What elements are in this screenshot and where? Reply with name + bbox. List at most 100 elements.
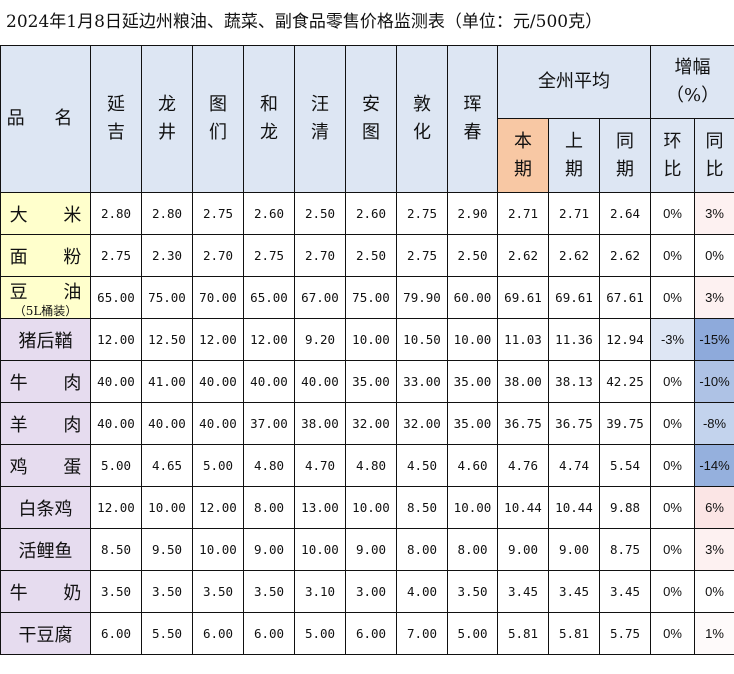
price-cell: 32.00 [345, 402, 397, 445]
price-cell: 4.76 [497, 444, 549, 487]
price-cell: 38.13 [548, 360, 600, 403]
price-cell: 41.00 [141, 360, 193, 403]
price-cell: 38.00 [497, 360, 549, 403]
price-cell: 35.00 [345, 360, 397, 403]
price-cell: 5.00 [447, 612, 498, 655]
price-cell: 2.80 [141, 192, 193, 235]
price-cell: 6.00 [192, 612, 244, 655]
item-unit-note: （5L桶装） [13, 303, 78, 318]
header-avg-lastyear: 同 期 [598, 118, 652, 193]
price-cell: 11.03 [497, 318, 549, 361]
price-cell: 38.00 [294, 402, 346, 445]
header-city: 和 龙 [243, 45, 295, 193]
header-city: 延 吉 [90, 45, 142, 193]
price-cell: 2.71 [497, 192, 549, 235]
price-cell: 13.00 [294, 486, 346, 529]
table-row: 鸡 蛋 5.00 4.65 5.00 4.80 4.70 4.80 4.50 4.60 4.76 4… [0, 444, 734, 487]
price-cell: 4.74 [548, 444, 600, 487]
price-cell: 37.00 [243, 402, 295, 445]
item-name-label: 牛 肉 [9, 372, 82, 394]
price-cell: 2.62 [598, 234, 652, 277]
mom-change: 0% [650, 234, 696, 277]
price-cell: 36.75 [497, 402, 549, 445]
mom-change: 0% [650, 402, 696, 445]
item-name: 面 粉 [0, 234, 91, 277]
price-cell: 75.00 [141, 276, 193, 319]
price-cell: 10.00 [192, 528, 244, 571]
table-row: 活鲤鱼 8.50 9.50 10.00 9.00 10.00 9.00 8.00 8.00 9.0… [0, 528, 734, 571]
header-city: 敦 化 [396, 45, 448, 193]
item-name: 羊 肉 [0, 402, 91, 445]
price-cell: 3.10 [294, 570, 346, 613]
price-cell: 32.00 [396, 402, 448, 445]
header-city: 珲 春 [447, 45, 498, 193]
price-cell: 3.50 [192, 570, 244, 613]
item-name-label: 鸡 蛋 [9, 456, 82, 478]
price-cell: 4.60 [447, 444, 498, 487]
price-cell: 3.50 [141, 570, 193, 613]
yoy-change: 0% [694, 234, 734, 277]
header-city: 安 图 [345, 45, 397, 193]
price-cell: 65.00 [243, 276, 295, 319]
price-cell: 2.60 [243, 192, 295, 235]
item-name: 活鲤鱼 [0, 528, 91, 571]
mom-change: 0% [650, 486, 696, 529]
mom-change: -3% [650, 318, 696, 361]
price-cell: 12.00 [192, 318, 244, 361]
price-cell: 3.45 [548, 570, 600, 613]
yoy-change: -8% [694, 402, 734, 445]
mom-change: 0% [650, 612, 696, 655]
header-yoy: 同 比 [694, 118, 734, 193]
price-cell: 10.00 [345, 486, 397, 529]
price-cell: 4.80 [345, 444, 397, 487]
price-cell: 10.44 [548, 486, 600, 529]
price-cell: 5.00 [90, 444, 142, 487]
price-cell: 2.30 [141, 234, 193, 277]
header-avg-group: 全州平均 [496, 45, 652, 119]
header-change-group: 增幅 （%） [650, 45, 734, 119]
price-cell: 3.00 [345, 570, 397, 613]
item-name-label: 白条鸡 [18, 498, 73, 520]
item-name-label: 面 粉 [9, 246, 82, 268]
price-cell: 12.00 [90, 318, 142, 361]
price-cell: 65.00 [90, 276, 142, 319]
price-cell: 3.50 [243, 570, 295, 613]
yoy-change: 3% [694, 192, 734, 235]
price-cell: 39.75 [598, 402, 652, 445]
price-cell: 9.00 [497, 528, 549, 571]
item-name-label: 大 米 [9, 204, 82, 226]
price-cell: 4.80 [243, 444, 295, 487]
item-name-label: 干豆腐 [18, 624, 73, 646]
mom-change: 0% [650, 528, 696, 571]
item-name-label: 豆 油 [9, 281, 82, 303]
price-cell: 11.36 [548, 318, 600, 361]
price-cell: 12.50 [141, 318, 193, 361]
table-row: 羊 肉 40.00 40.00 40.00 37.00 38.00 32.00 32.00 35… [0, 402, 734, 445]
yoy-change: -15% [694, 318, 734, 361]
price-cell: 12.00 [192, 486, 244, 529]
price-cell: 6.00 [90, 612, 142, 655]
header-mom: 环 比 [650, 118, 696, 193]
price-cell: 4.65 [141, 444, 193, 487]
price-cell: 2.80 [90, 192, 142, 235]
price-cell: 8.50 [396, 486, 448, 529]
price-cell: 8.00 [396, 528, 448, 571]
table-row: 大 米 2.80 2.80 2.75 2.60 2.50 2.60 2.75 2.90 2.71 2… [0, 192, 734, 235]
mom-change: 0% [650, 444, 696, 487]
price-cell: 75.00 [345, 276, 397, 319]
price-cell: 9.00 [548, 528, 600, 571]
price-cell: 9.00 [345, 528, 397, 571]
price-cell: 9.00 [243, 528, 295, 571]
price-cell: 40.00 [192, 402, 244, 445]
item-name-label: 猪后鞧 [18, 330, 73, 352]
price-cell: 40.00 [243, 360, 295, 403]
price-cell: 70.00 [192, 276, 244, 319]
yoy-change: 6% [694, 486, 734, 529]
item-name-label: 牛 奶 [9, 582, 82, 604]
price-cell: 5.54 [598, 444, 652, 487]
price-cell: 2.75 [396, 234, 448, 277]
price-cell: 8.00 [243, 486, 295, 529]
price-cell: 10.00 [447, 318, 498, 361]
price-cell: 60.00 [447, 276, 498, 319]
table-row: 面 粉 2.75 2.30 2.70 2.75 2.70 2.50 2.75 2.50 2.62 2… [0, 234, 734, 277]
